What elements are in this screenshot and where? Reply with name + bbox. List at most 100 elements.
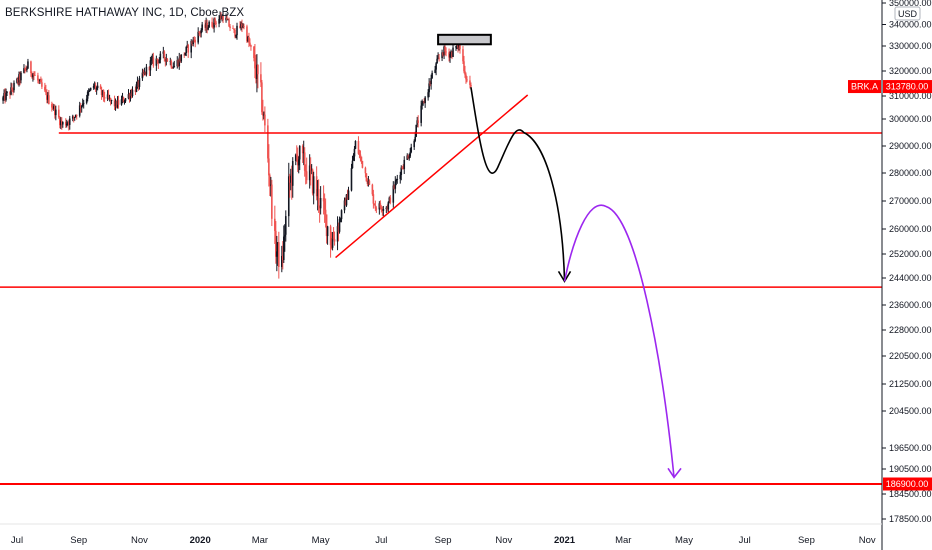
candle-body	[66, 122, 69, 124]
candle-body	[243, 26, 245, 28]
candle-body	[437, 57, 439, 59]
candle-body	[302, 152, 305, 154]
candle-body	[354, 141, 357, 149]
time-tick-label: May	[312, 535, 330, 546]
last-price-badge: 313780.00	[883, 80, 932, 94]
candle-body	[94, 85, 97, 90]
candle-body	[171, 67, 174, 69]
price-tick-label: 350000.00	[889, 0, 932, 8]
candle-body	[445, 51, 447, 53]
candle-body	[241, 23, 243, 28]
candle-body	[386, 207, 389, 210]
candle-body	[333, 239, 336, 242]
candle-body	[46, 92, 48, 100]
candle-body	[72, 116, 75, 118]
candle-body	[298, 145, 301, 160]
candle-body	[178, 57, 181, 67]
candle-body	[470, 84, 472, 87]
last-price-value: 313780.00	[886, 82, 929, 92]
candle-body	[254, 57, 256, 69]
candle-body	[427, 92, 429, 98]
candle-body	[211, 21, 213, 27]
candle-body	[277, 242, 279, 252]
candle-body	[114, 101, 117, 107]
candle-body	[16, 78, 18, 83]
candle-body	[47, 95, 49, 100]
candle-body	[324, 209, 327, 215]
candle-body	[24, 68, 26, 70]
candle-body	[124, 98, 127, 102]
candle-body	[276, 251, 278, 257]
candle-body	[215, 22, 217, 24]
candle-body	[129, 93, 132, 99]
candle-body	[53, 106, 55, 109]
candle-body	[227, 19, 229, 21]
candle-body	[222, 15, 224, 21]
candle-body	[351, 160, 354, 169]
candle-body	[219, 16, 221, 19]
candle-body	[186, 45, 189, 47]
time-tick-label: Mar	[252, 535, 268, 546]
candle-body	[176, 60, 179, 67]
candle-body	[48, 95, 50, 105]
ticker-label-text: BRK.A	[851, 82, 878, 92]
candle-body	[422, 101, 424, 104]
candle-body	[455, 46, 457, 48]
time-tick-label: Nov	[859, 535, 876, 546]
candle-body	[423, 101, 425, 104]
time-axis[interactable]: Jul Sep Nov 2020 Mar May Jul Sep Nov 2021 Mar May Ju…	[11, 535, 876, 546]
candle-body	[68, 118, 71, 125]
candle-body	[409, 152, 412, 157]
target-price-badge-bg	[883, 477, 932, 491]
candle-body	[452, 47, 454, 57]
candle-body	[318, 205, 321, 209]
candle-body	[388, 197, 391, 203]
time-tick-label: 2021	[554, 535, 576, 546]
candle-body	[347, 190, 350, 200]
candle-body	[41, 82, 43, 87]
candle-body	[358, 153, 361, 155]
candle-body	[303, 152, 306, 171]
projected-path-purple	[563, 204, 675, 478]
candle-body	[180, 54, 183, 62]
candle-body	[329, 226, 332, 246]
plot-area[interactable]	[0, 0, 882, 550]
candle-body	[387, 202, 390, 210]
candle-body	[110, 99, 113, 101]
candle-body	[179, 57, 182, 62]
candle-body	[344, 200, 347, 206]
candle-body	[247, 36, 249, 42]
currency-badge[interactable]: USD	[894, 6, 921, 21]
candle-body	[242, 26, 244, 28]
candle-body	[429, 83, 431, 85]
candle-body	[372, 194, 375, 204]
candle-body	[304, 170, 307, 172]
candle-body	[208, 21, 210, 28]
candle-body	[410, 147, 413, 153]
candle-body	[190, 41, 193, 53]
price-tick-label: 204500.00	[889, 406, 932, 416]
candle-body	[157, 60, 160, 64]
candle-body	[212, 26, 214, 28]
price-axis[interactable]: 350000.00 340000.00 330000.00 320000.00 3100…	[882, 0, 932, 524]
candle-body	[193, 39, 195, 41]
chart-title: BERKSHIRE HATHAWAY INC, 1D, Cboe BZX	[5, 7, 245, 19]
candle-body	[128, 94, 131, 99]
candle-body	[274, 218, 276, 231]
candle-body	[145, 66, 148, 75]
candle-body	[421, 103, 423, 106]
candle-body	[121, 97, 124, 100]
price-tick-label: 228000.00	[889, 325, 932, 335]
candle-body	[309, 165, 312, 171]
candle-body	[106, 94, 109, 99]
candle-body	[218, 18, 220, 24]
rising-trendline	[335, 94, 529, 259]
candle-body	[192, 39, 195, 45]
candle-body	[200, 30, 202, 34]
candle-body	[198, 31, 200, 34]
candle-body	[435, 63, 437, 70]
candle-body	[339, 219, 342, 220]
candle-body	[59, 117, 61, 126]
candle-body	[448, 52, 450, 58]
